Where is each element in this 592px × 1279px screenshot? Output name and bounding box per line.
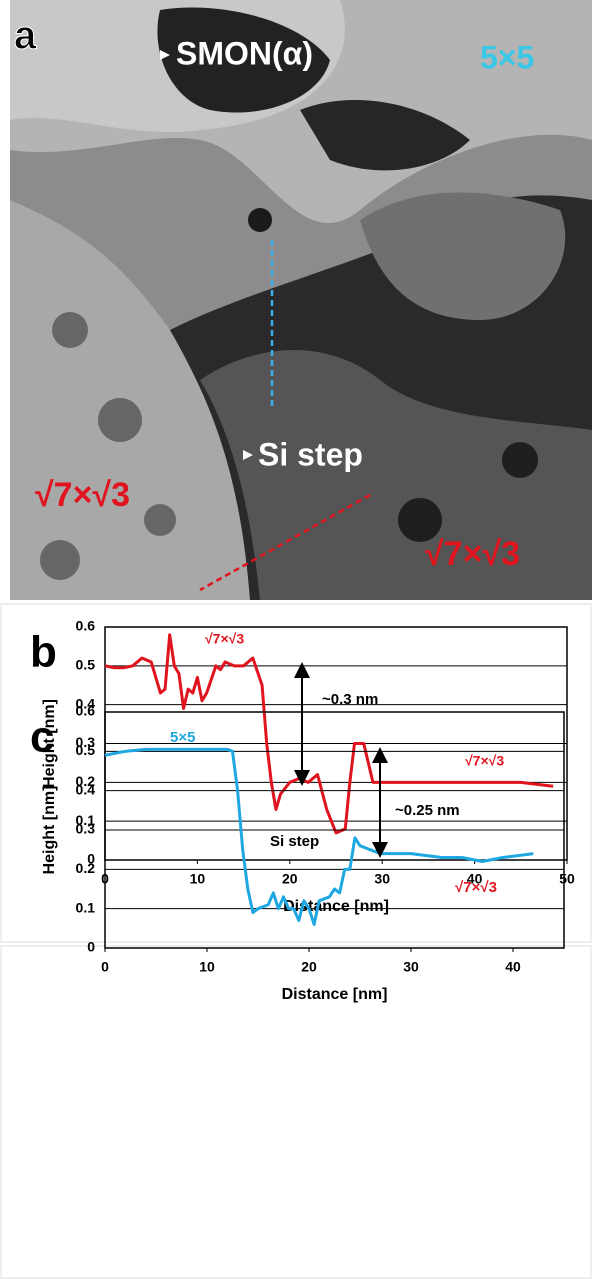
y-tick-label: 0.2 xyxy=(76,773,96,789)
y-tick-label: 0.5 xyxy=(76,657,96,673)
y-tick-label: 0.1 xyxy=(76,899,96,915)
x-axis-title: Distance [nm] xyxy=(283,898,389,915)
y-tick-label: 0.4 xyxy=(76,695,96,711)
x-tick-label: 10 xyxy=(199,959,215,975)
panel-frame xyxy=(0,603,592,943)
y-tick-label: 0.1 xyxy=(76,812,96,828)
x-tick-label: 50 xyxy=(559,871,575,887)
y-tick-label: 0.3 xyxy=(76,821,96,837)
y-tick-label: 0.3 xyxy=(76,734,96,750)
y-tick-label: 0.4 xyxy=(76,781,96,797)
annotation: 5×5 xyxy=(480,39,534,75)
y-tick-label: 0.6 xyxy=(76,618,96,634)
y-tick-label: 0.5 xyxy=(76,742,96,758)
annotation: √7×√3 xyxy=(425,535,520,573)
x-tick-label: 30 xyxy=(374,871,390,887)
data-line xyxy=(104,633,554,835)
x-tick-label: 30 xyxy=(403,959,419,975)
annotation: √7×√3 xyxy=(465,753,504,769)
annotation: √7×√3 xyxy=(35,476,130,514)
annotation: Si step xyxy=(270,833,319,850)
panel-label: c xyxy=(30,713,54,762)
x-axis-title: Distance [nm] xyxy=(282,986,388,1003)
annotation: √7×√3 xyxy=(455,879,497,896)
annotation: SMON(α) xyxy=(176,35,313,71)
y-tick-label: 0.6 xyxy=(76,703,96,719)
y-axis-title: Height [nm] xyxy=(41,699,58,788)
panel-frame xyxy=(0,945,592,1279)
stm-image: a SMON(α) 5×5 Si step √7×√3 √7×√3 xyxy=(10,0,592,601)
panel-label: a xyxy=(14,14,37,58)
x-tick-label: 10 xyxy=(190,871,206,887)
x-tick-label: 40 xyxy=(467,871,483,887)
y-tick-label: 0.2 xyxy=(76,860,96,876)
y-axis-title: Height [nm] xyxy=(41,786,58,875)
annotation: ~0.3 nm xyxy=(322,691,378,708)
annotation: Si step xyxy=(258,436,363,472)
x-tick-label: 40 xyxy=(505,959,521,975)
x-tick-label: 20 xyxy=(282,871,298,887)
x-tick-label: 0 xyxy=(101,959,109,975)
panel-label: b xyxy=(30,628,57,677)
annotation: √7×√3 xyxy=(205,631,244,647)
y-tick-label: 0 xyxy=(87,939,95,955)
plot-frame xyxy=(104,711,565,949)
x-tick-label: 20 xyxy=(301,959,317,975)
y-tick-label: 0 xyxy=(87,851,95,867)
annotation: ~0.25 nm xyxy=(395,802,460,819)
annotation: 5×5 xyxy=(170,729,195,746)
